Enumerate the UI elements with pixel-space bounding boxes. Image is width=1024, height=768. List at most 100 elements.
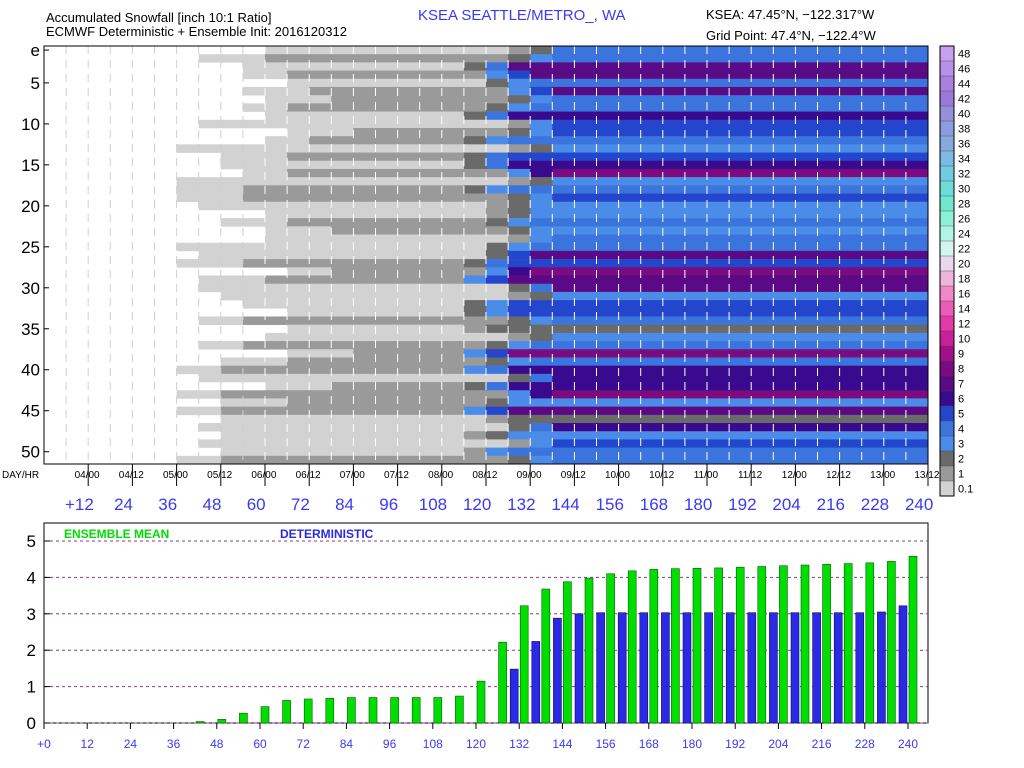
heatmap-cell [618,185,641,194]
deterministic-bar [596,612,605,724]
heatmap-cell [309,242,332,252]
heatmap-cell [397,70,420,80]
heatmap-cell [419,365,443,375]
heatmap-cell [287,447,310,457]
heatmap-cell [707,111,730,121]
heatmap-cell [618,152,641,162]
heatmap-cell [397,283,420,293]
heatmap-cell [883,406,907,416]
heatmap-cell [441,365,465,375]
heatmap-cell [486,349,509,358]
heatmap-cell [795,86,818,96]
heatmap-cell [596,406,619,416]
heatmap-cell [596,365,619,375]
heatmap-cell [729,332,752,342]
heatmap-cell [552,259,575,268]
heatmap-cell [397,390,420,399]
heatmap-cell [729,250,752,260]
heatmap-cell [795,226,818,235]
heatmap-cell [640,308,664,317]
heatmap-cell [640,95,664,104]
heatmap-cell [220,431,244,440]
heatmap-cell [839,177,862,186]
heatmap-cell [198,119,222,129]
hour-label: 120 [463,495,491,514]
heatmap-cell [773,86,796,96]
heatmap-cell [375,423,398,432]
heatmap-cell [596,324,619,334]
heatmap-cell [839,455,862,465]
legend-swatch [939,330,955,347]
heatmap-cell [795,291,818,301]
heatmap-cell [331,406,354,416]
heatmap-cell [375,54,398,63]
heatmap-cell [684,382,708,391]
heatmap-cell [640,390,664,399]
heatmap-cell [353,308,376,317]
hour-label: 240 [905,495,933,514]
deterministic-bar [574,613,584,724]
heatmap-cell [198,193,222,203]
heatmap-cell [817,127,840,137]
heatmap-cell [508,300,531,309]
heatmap-cell [309,193,332,203]
heatmap-cell [618,455,641,465]
x-tick-label: 108 [423,737,443,751]
heatmap-cell [375,439,398,448]
legend-swatch [939,135,955,152]
heatmap-cell [684,160,708,170]
heatmap-cell [640,62,664,71]
heatmap-cell [419,242,443,252]
heatmap-cell [817,382,840,391]
heatmap-cell [795,341,818,350]
heatmap-cell [552,193,575,203]
heatmap-cell [530,365,553,375]
heatmap-cell [751,78,774,88]
heatmap-cell [883,127,907,137]
heatmap-cell [552,218,575,227]
heatmap-cell [662,423,686,432]
heatmap-cell [751,193,774,203]
heatmap-cell [530,455,553,465]
y-tick-label: 0 [27,714,36,733]
heatmap-cell [441,259,465,268]
heatmap-cell [331,177,354,186]
heatmap-cell [331,324,354,334]
heatmap-cell [176,455,199,465]
heatmap-cell [729,406,752,416]
heatmap-cell [309,455,332,465]
heatmap-cell [220,365,244,375]
heatmap-cell [530,316,553,325]
heatmap-cell [574,86,597,96]
heatmap-cell [640,127,664,137]
heatmap-cell [242,341,266,350]
heatmap-cell [707,168,730,178]
heatmap-cell [375,119,398,129]
heatmap-cell [729,357,752,366]
heatmap-cell [508,398,531,407]
x-tick-label: 72 [297,737,311,751]
heatmap-cell [795,242,818,252]
heatmap-cell [287,226,310,235]
heatmap-cell [684,103,708,112]
heatmap-cell [419,332,443,342]
heatmap-cell [640,365,664,375]
heatmap-cell [839,300,862,309]
heatmap-cell [265,447,288,457]
heatmap-cell [729,349,752,358]
heatmap-cell [486,201,509,211]
legend-swatch [939,360,955,377]
heatmap-cell [441,423,465,432]
heatmap-cell [287,455,310,465]
heatmap-cell [397,95,420,104]
x-tick-label: 228 [855,737,875,751]
heatmap-cell [508,373,531,383]
heatmap-cell [883,300,907,309]
heatmap-cell [839,218,862,227]
heatmap-cell [353,283,376,293]
heatmap-cell [662,119,686,129]
row-label: e [31,41,40,60]
heatmap-cell [817,332,840,342]
legend-swatch [939,225,955,242]
heatmap-cell [463,439,487,448]
